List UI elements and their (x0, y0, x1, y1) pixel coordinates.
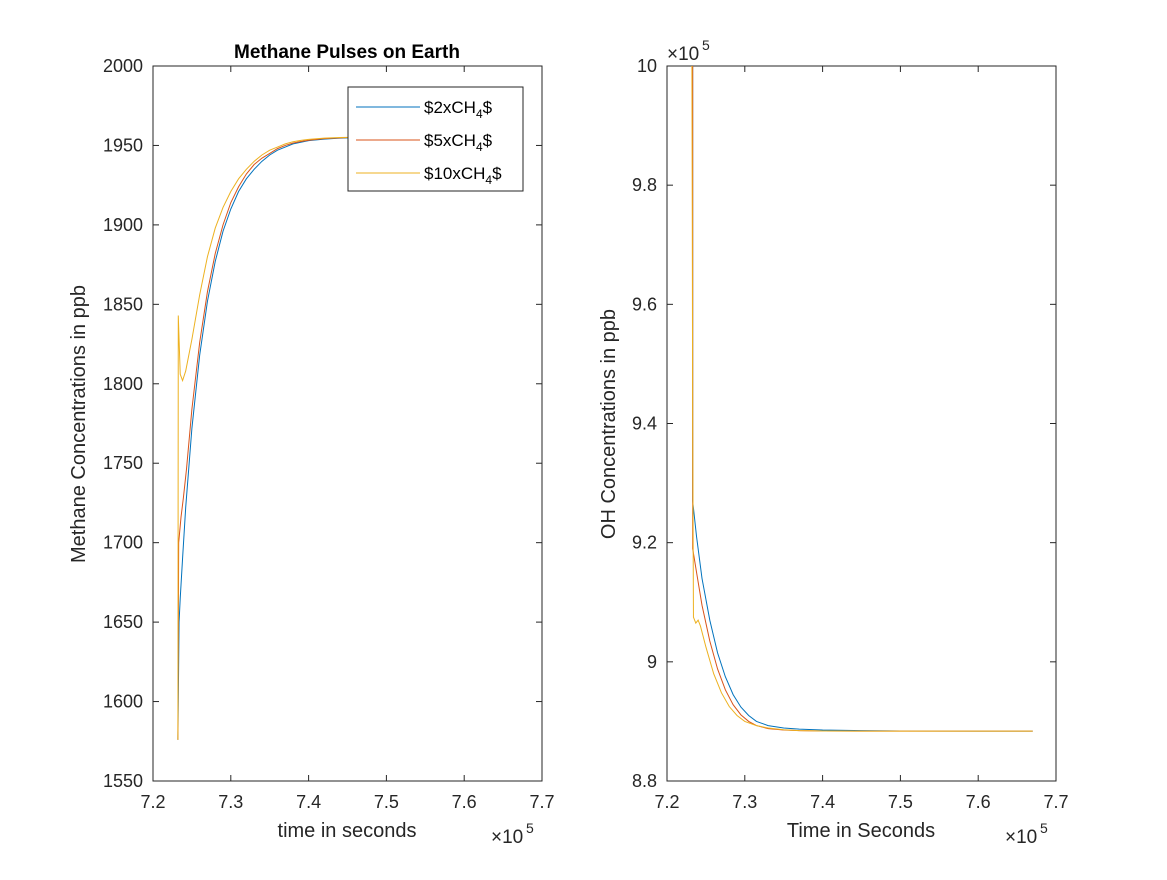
left-series-line-2 (177, 137, 348, 740)
right-y-tick-label: 9 (647, 652, 657, 672)
right-x-exponent-base: ×10 (1005, 827, 1037, 848)
left-chart-title: Methane Pulses on Earth (234, 42, 460, 63)
left-series-line-1 (177, 137, 348, 740)
right-y-tick-label: 9.6 (632, 294, 657, 314)
right-y-tick-label: 9.4 (632, 414, 657, 434)
right-y-exponent-power: 5 (702, 37, 710, 53)
left-series-group (177, 136, 348, 740)
left-x-axis-label: time in seconds (278, 820, 417, 842)
legend-entry-2-prefix: $5xCH (424, 131, 476, 150)
left-y-tick-label: 1850 (103, 294, 143, 314)
legend-entry-3-prefix: $10xCH (424, 164, 485, 183)
left-y-ticks: 1550 1600 1650 1700 1750 1800 1850 1900 1950 2000 (103, 56, 542, 791)
left-y-tick-label: 1650 (103, 612, 143, 632)
legend-entry-2-sub: 4 (476, 140, 483, 154)
left-x-tick-label: 7.5 (374, 792, 399, 812)
right-y-tick-label: 9.8 (632, 175, 657, 195)
left-y-tick-label: 1950 (103, 135, 143, 155)
right-x-tick-label: 7.2 (654, 792, 679, 812)
left-y-tick-label: 1550 (103, 771, 143, 791)
right-axes-box (666, 65, 1057, 782)
left-series-line-3 (177, 136, 348, 740)
legend-entry-3-sub: 4 (485, 173, 492, 187)
legend-entry-1-prefix: $2xCH (424, 98, 476, 117)
left-x-exponent: ×10 5 (491, 820, 534, 848)
right-series-line-3 (691, 66, 1033, 732)
right-x-tick-label: 7.6 (966, 792, 991, 812)
left-x-tick-label: 7.4 (296, 792, 321, 812)
right-y-tick-label: 10 (637, 56, 657, 76)
right-y-tick-label: 8.8 (632, 771, 657, 791)
right-x-ticks: 7.2 7.3 7.4 7.5 7.6 7.7 (654, 66, 1069, 812)
left-y-tick-label: 1800 (103, 374, 143, 394)
right-y-ticks: 8.8 9 9.2 9.4 9.6 9.8 10 (632, 56, 1056, 791)
left-x-tick-label: 7.2 (140, 792, 165, 812)
right-y-exponent-base: ×10 (667, 44, 699, 65)
left-panel: 7.2 7.3 7.4 7.5 7.6 7.7 155016001650170017501… (68, 42, 555, 848)
right-x-axis-label: Time in Seconds (787, 820, 935, 842)
left-y-tick-label: 1900 (103, 215, 143, 235)
right-y-tick-label: 9.2 (632, 533, 657, 553)
right-x-tick-label: 7.3 (732, 792, 757, 812)
right-y-exponent: ×10 5 (667, 37, 710, 65)
left-x-tick-label: 7.3 (218, 792, 243, 812)
left-x-tick-label: 7.6 (452, 792, 477, 812)
right-x-tick-label: 7.5 (888, 792, 913, 812)
right-x-exponent: ×10 5 (1005, 820, 1048, 848)
right-x-tick-label: 7.4 (810, 792, 835, 812)
left-legend: $2xCH4$ $5xCH4$ $10xCH4$ (347, 86, 524, 192)
legend-entry-3: $10xCH4$ (424, 164, 502, 187)
right-x-exponent-power: 5 (1040, 820, 1048, 836)
legend-entry-2-suffix: $ (483, 131, 493, 150)
left-x-exponent-power: 5 (526, 820, 534, 836)
legend-entry-3-suffix: $ (492, 164, 502, 183)
right-series-group (691, 66, 1033, 732)
legend-entry-1-sub: 4 (476, 107, 483, 121)
left-y-tick-label: 1750 (103, 453, 143, 473)
legend-box (347, 86, 524, 192)
right-x-tick-label: 7.7 (1043, 792, 1068, 812)
left-y-axis-label: Methane Concentrations in ppb (68, 285, 90, 563)
left-x-exponent-base: ×10 (491, 827, 523, 848)
right-y-axis-label: OH Concentrations in ppb (598, 309, 620, 539)
legend-entry-1: $2xCH4$ (424, 98, 493, 121)
left-x-tick-label: 7.7 (529, 792, 554, 812)
left-y-tick-label: 1700 (103, 533, 143, 553)
right-panel: 7.2 7.3 7.4 7.5 7.6 7.7 8.8 9 9.2 9.4 9.6 9.8 10 Ti… (598, 37, 1069, 848)
left-x-ticks: 7.2 7.3 7.4 7.5 7.6 7.7 (140, 66, 555, 812)
legend-entry-2: $5xCH4$ (424, 131, 493, 154)
left-y-tick-label: 1600 (103, 692, 143, 712)
left-y-tick-label: 2000 (103, 56, 143, 76)
legend-entry-1-suffix: $ (483, 98, 493, 117)
